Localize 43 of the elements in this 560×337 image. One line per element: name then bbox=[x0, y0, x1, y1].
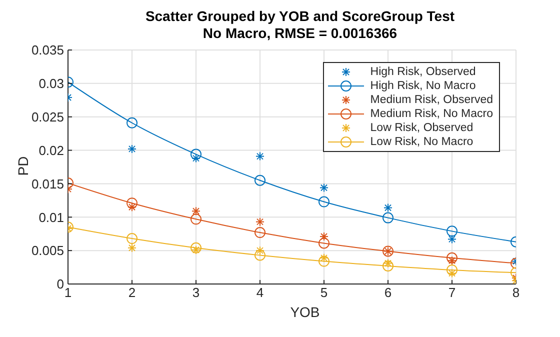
y-axis-title: PD bbox=[15, 155, 31, 178]
legend-label: Medium Risk, Observed bbox=[370, 94, 493, 106]
x-tick-label: 1 bbox=[64, 285, 72, 300]
x-tick-label: 6 bbox=[384, 285, 392, 300]
point bbox=[190, 242, 202, 254]
x-tick-label: 3 bbox=[192, 285, 200, 300]
point bbox=[254, 227, 266, 238]
point bbox=[318, 256, 330, 267]
x-tick-label: 4 bbox=[256, 285, 264, 300]
x-axis-title: YOB bbox=[289, 304, 321, 320]
point bbox=[126, 117, 138, 128]
x-tick-label: 5 bbox=[320, 285, 328, 300]
legend-label: High Risk, Observed bbox=[370, 66, 476, 78]
x-tick-label: 2 bbox=[128, 285, 136, 300]
legend-label: High Risk, No Macro bbox=[370, 80, 476, 92]
point bbox=[446, 226, 458, 237]
point bbox=[318, 196, 330, 208]
point bbox=[190, 148, 202, 160]
y-tick-label: 0.025 bbox=[31, 109, 64, 124]
point bbox=[446, 252, 458, 264]
point bbox=[190, 214, 202, 225]
point bbox=[446, 264, 458, 276]
legend-label: Low Risk, Observed bbox=[370, 122, 474, 134]
chart-title: Scatter Grouped by YOB and ScoreGroup Test bbox=[144, 8, 456, 25]
y-tick-label: 0.02 bbox=[38, 142, 64, 158]
y-tick-label: 0.01 bbox=[38, 210, 64, 225]
chart-subtitle: No Macro, RMSE = 0.0016366 bbox=[202, 25, 398, 42]
y-tick-label: 0.035 bbox=[31, 42, 64, 58]
y-tick-label: 0.005 bbox=[31, 243, 64, 258]
point bbox=[254, 250, 266, 261]
point bbox=[126, 233, 138, 244]
point bbox=[382, 212, 394, 224]
y-tick-label: 0 bbox=[56, 276, 64, 292]
point bbox=[126, 198, 138, 209]
y-tick-label: 0.015 bbox=[31, 176, 64, 192]
point bbox=[318, 238, 330, 249]
point bbox=[254, 174, 266, 186]
point bbox=[382, 260, 394, 272]
x-tick-label: 7 bbox=[448, 285, 456, 300]
y-tick-label: 0.03 bbox=[38, 76, 64, 92]
legend-label: Low Risk, No Macro bbox=[370, 136, 474, 148]
legend-label: Medium Risk, No Macro bbox=[370, 108, 493, 120]
x-tick-label: 8 bbox=[512, 285, 520, 300]
